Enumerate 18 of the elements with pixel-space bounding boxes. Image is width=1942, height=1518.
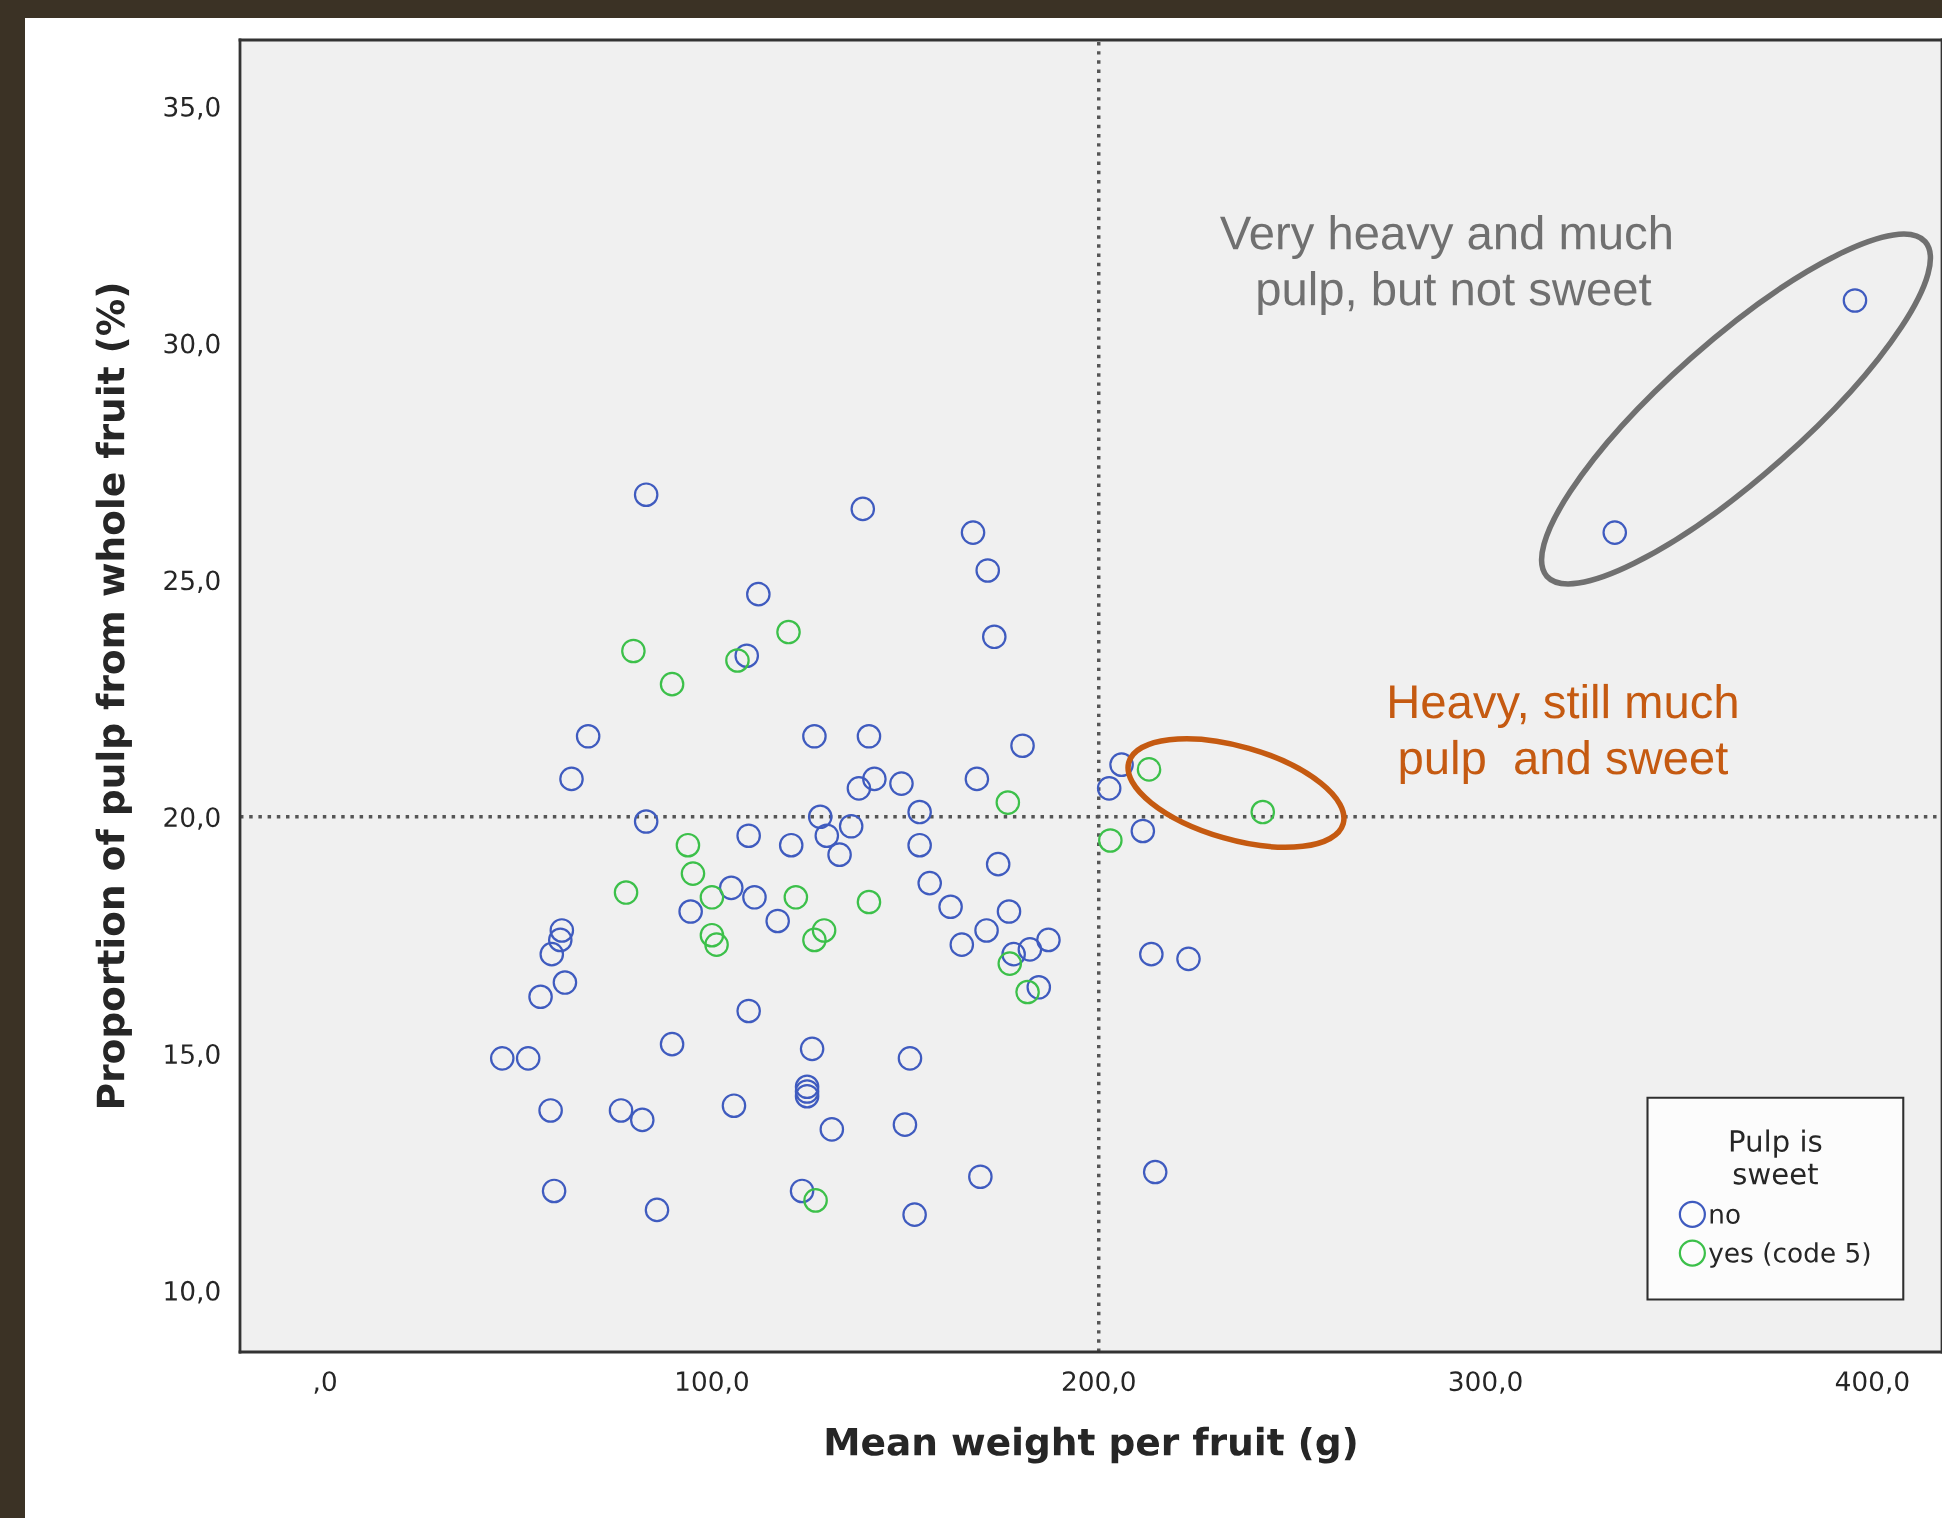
- y-axis-title: Proportion of pulp from whole fruit (%): [95, 284, 132, 1107]
- y-tick-label: 20,0: [164, 807, 220, 830]
- annotation: Very heavy and much pulp, but not sweet: [1220, 214, 1671, 315]
- x-tick-label: 300,0: [1449, 1371, 1522, 1394]
- legend-label: yes (code 5): [1708, 1242, 1870, 1268]
- x-tick-label: ,0: [314, 1371, 336, 1394]
- x-axis-title: Mean weight per fruit (g): [826, 1426, 1356, 1464]
- x-tick-label: 100,0: [677, 1371, 748, 1394]
- y-tick-label: 25,0: [164, 570, 220, 594]
- x-tick-label: 400,0: [1835, 1371, 1909, 1394]
- x-tick-label: 200,0: [1062, 1371, 1135, 1394]
- y-tick-label: 35,0: [164, 96, 220, 120]
- annotation: Heavy, still much pulp and sweet: [1390, 683, 1737, 784]
- y-tick-label: 10,0: [165, 1280, 220, 1304]
- y-tick-label: 15,0: [165, 1044, 220, 1067]
- legend-title: Pulp is sweet: [1730, 1129, 1822, 1185]
- y-tick-label: 30,0: [164, 333, 220, 357]
- legend-label: no: [1710, 1208, 1740, 1224]
